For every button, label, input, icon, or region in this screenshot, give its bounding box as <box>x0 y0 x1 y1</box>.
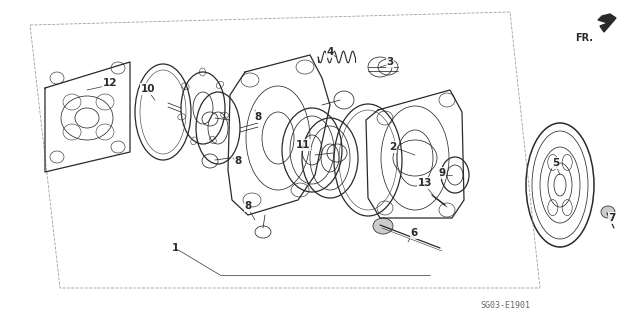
Text: 3: 3 <box>387 57 394 67</box>
Text: 8: 8 <box>244 201 252 211</box>
Text: FR.: FR. <box>575 33 593 43</box>
Text: 10: 10 <box>141 84 155 94</box>
Text: 12: 12 <box>103 78 117 88</box>
Text: 13: 13 <box>418 178 432 188</box>
Text: 7: 7 <box>608 213 616 223</box>
Text: SG03-E1901: SG03-E1901 <box>480 301 530 310</box>
Text: 4: 4 <box>327 47 334 57</box>
Text: 8: 8 <box>235 156 242 166</box>
Text: 6: 6 <box>410 228 418 238</box>
Polygon shape <box>598 14 616 32</box>
Text: 8: 8 <box>254 112 261 122</box>
Ellipse shape <box>601 206 615 218</box>
Text: 11: 11 <box>296 140 311 150</box>
Text: 2: 2 <box>389 142 397 152</box>
Text: 5: 5 <box>552 158 560 168</box>
Ellipse shape <box>373 218 393 234</box>
Text: 9: 9 <box>438 168 445 178</box>
Text: 1: 1 <box>171 243 179 253</box>
